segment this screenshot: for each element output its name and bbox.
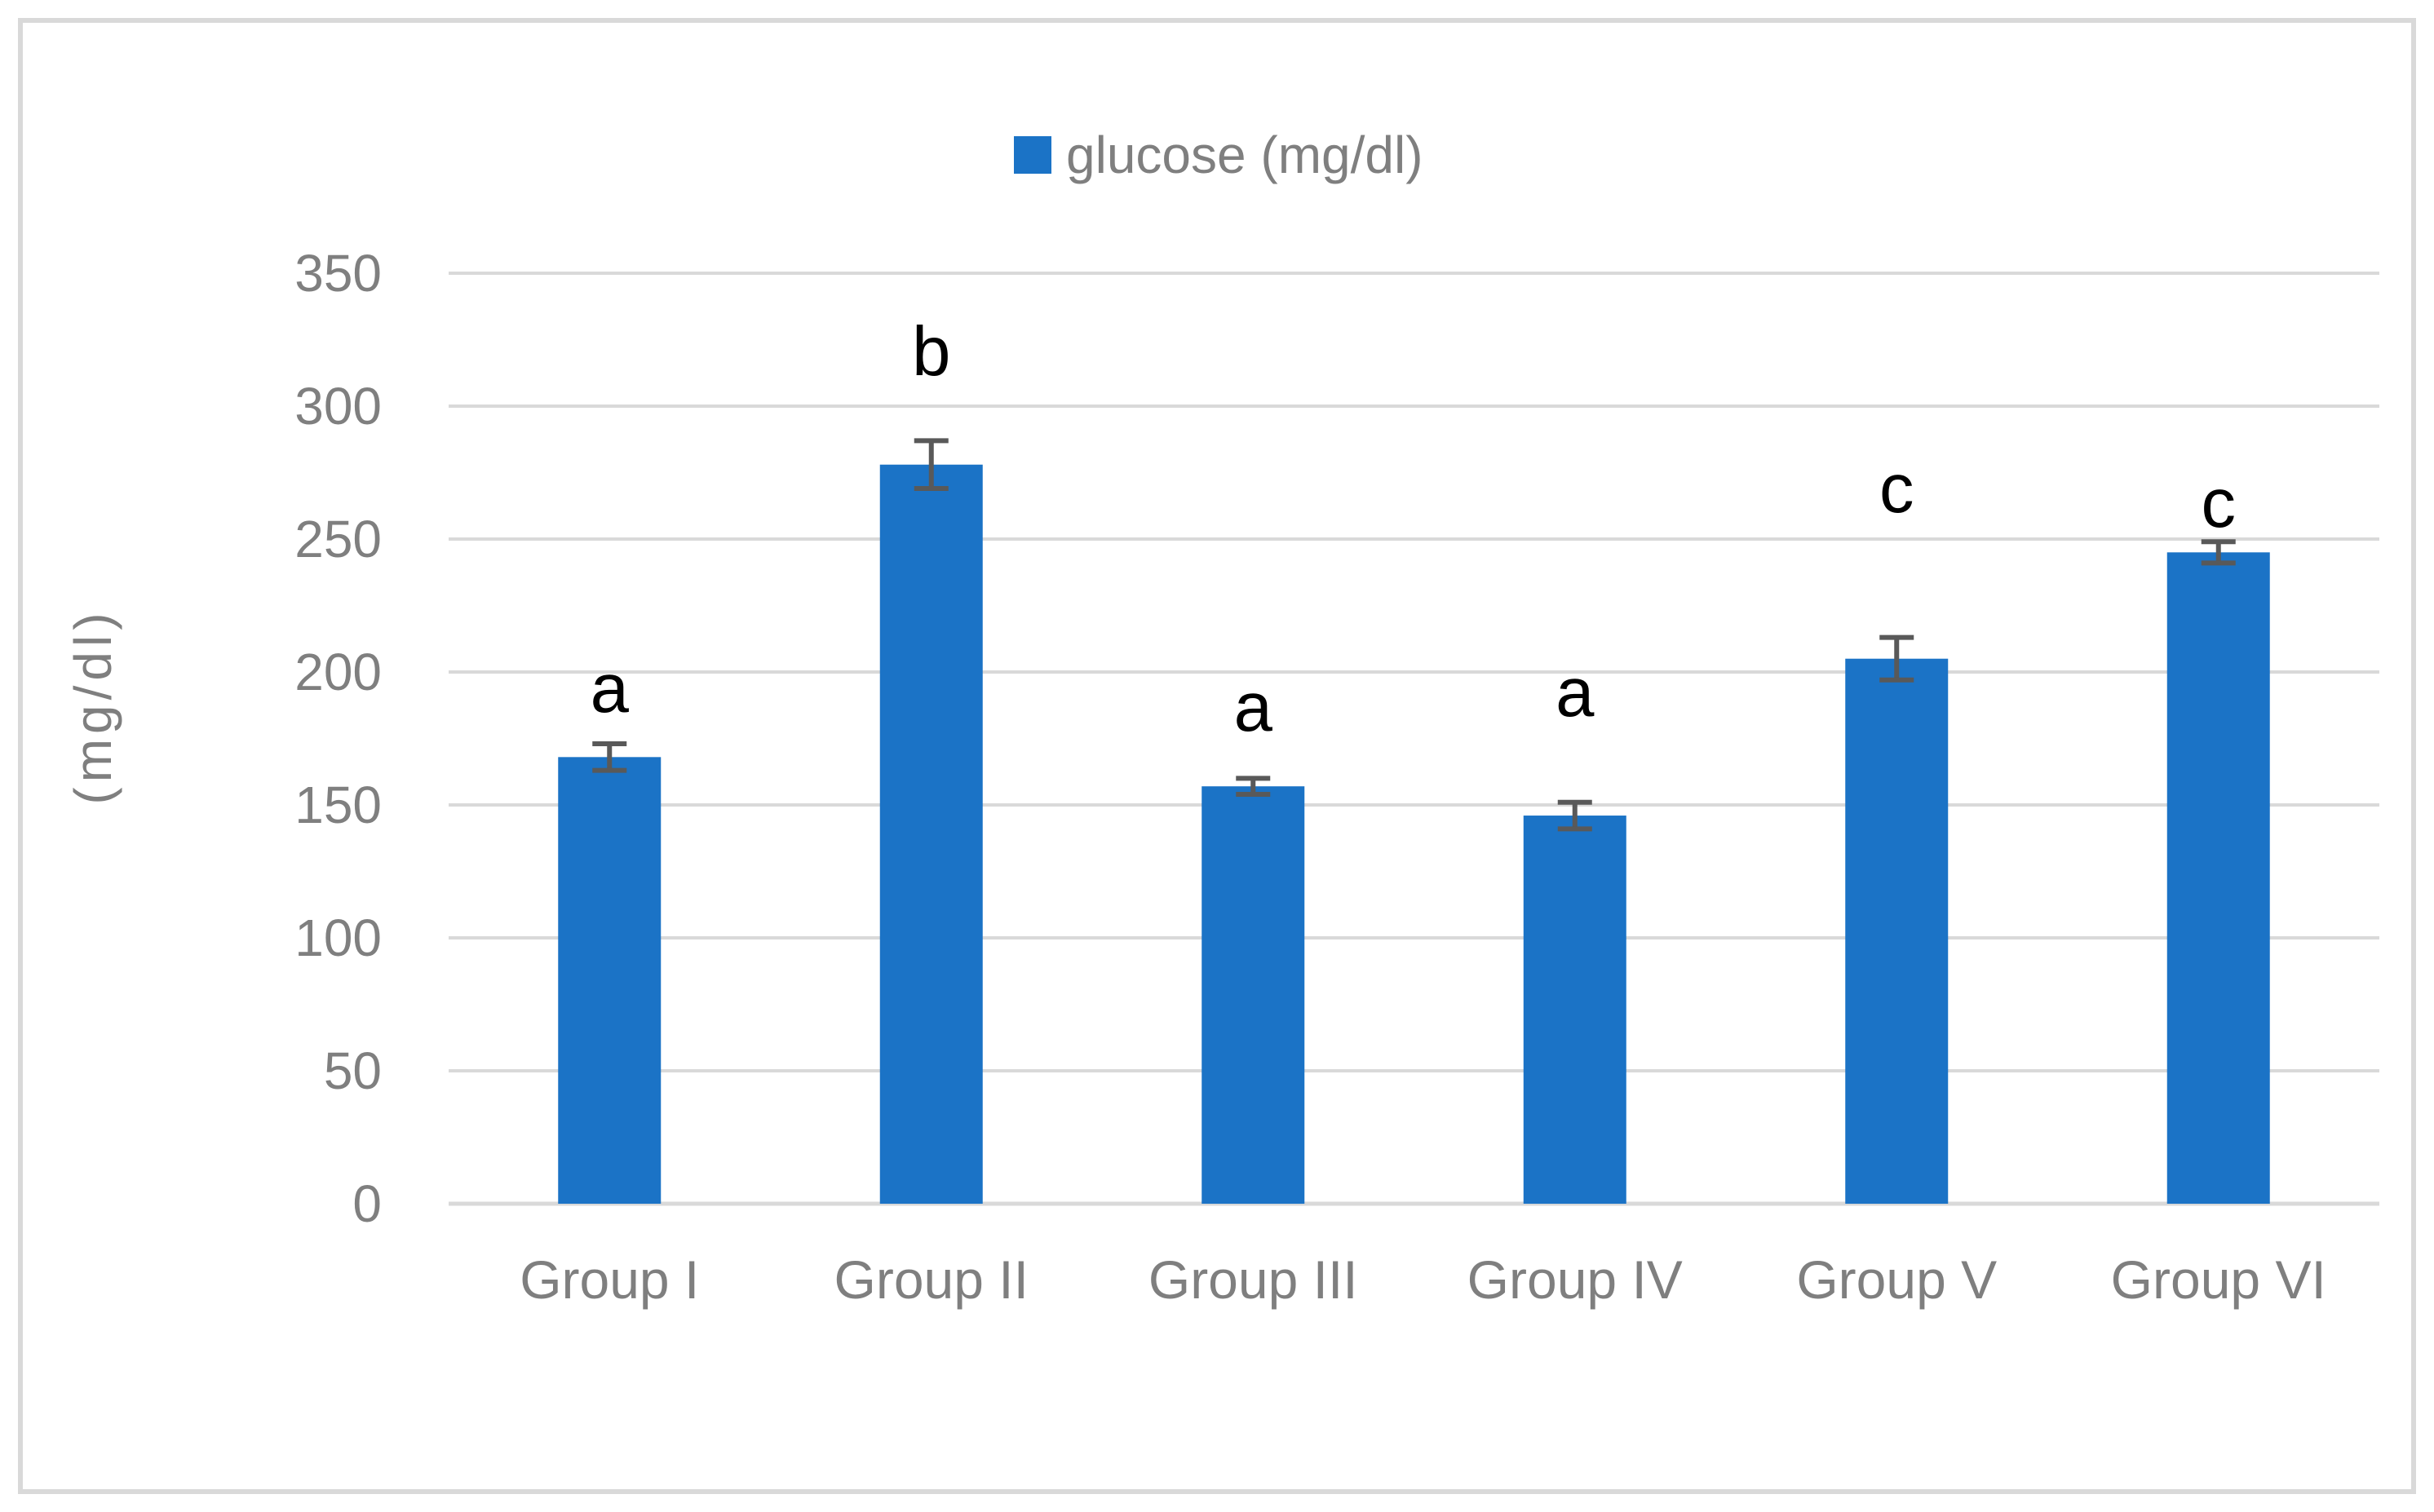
y-tick-label: 350 <box>294 244 382 303</box>
x-category-label-group-iv: Group IV <box>1467 1249 1683 1310</box>
significance-letter-group-iv: a <box>1556 654 1595 732</box>
x-category-label-group-vi: Group VI <box>2111 1249 2326 1310</box>
y-tick-label: 200 <box>294 643 382 701</box>
significance-letter-group-i: a <box>591 650 630 727</box>
y-tick-label: 100 <box>294 909 382 967</box>
bar-group-iv <box>1523 816 1626 1204</box>
y-tick-label: 50 <box>324 1041 382 1100</box>
bar-group-i <box>558 757 662 1204</box>
y-tick-label: 250 <box>294 510 382 568</box>
legend-label: glucose (mg/dl) <box>1066 126 1423 184</box>
bar-group-ii <box>879 464 983 1204</box>
y-tick-label: 150 <box>294 776 382 834</box>
y-tick-label: 300 <box>294 377 382 435</box>
y-tick-label: 0 <box>352 1174 382 1233</box>
significance-letter-group-vi: c <box>2202 465 2237 542</box>
chart-legend: glucose (mg/dl) <box>1014 129 1423 181</box>
bar-group-v <box>1845 658 1949 1204</box>
legend-marker-glucose <box>1014 136 1051 174</box>
significance-letter-group-v: c <box>1879 450 1914 528</box>
x-category-label-group-i: Group I <box>520 1249 699 1310</box>
x-category-label-group-iii: Group III <box>1148 1249 1358 1310</box>
bar-group-iii <box>1202 786 1305 1204</box>
significance-letter-group-ii: b <box>912 313 950 391</box>
x-category-label-group-v: Group V <box>1796 1249 1997 1310</box>
significance-letter-group-iii: a <box>1234 669 1273 746</box>
bar-group-vi <box>2166 552 2270 1204</box>
x-category-label-group-ii: Group II <box>834 1249 1029 1310</box>
